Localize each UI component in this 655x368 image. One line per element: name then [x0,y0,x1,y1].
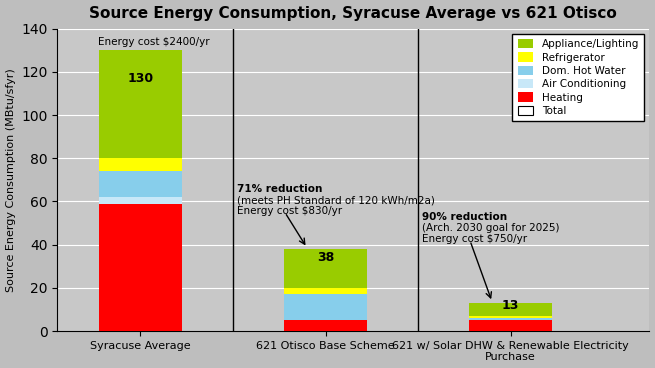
Bar [99,50,182,158]
Bar [469,320,552,331]
Title: Source Energy Consumption, Syracuse Average vs 621 Otisco: Source Energy Consumption, Syracuse Aver… [90,6,617,21]
Bar [469,303,552,316]
Legend: Appliance/Lighting, Refrigerator, Dom. Hot Water, Air Conditioning, Heating, Tot: Appliance/Lighting, Refrigerator, Dom. H… [512,34,645,121]
Text: 71% reduction: 71% reduction [236,184,322,194]
Bar [469,318,552,320]
Text: Energy cost $830/yr: Energy cost $830/yr [236,206,342,216]
Text: Energy cost $750/yr: Energy cost $750/yr [422,234,527,244]
Bar [99,204,182,331]
Bar [284,294,367,320]
Text: (meets PH Standard of 120 kWh/m2a): (meets PH Standard of 120 kWh/m2a) [236,195,435,205]
Text: Energy cost $2400/yr: Energy cost $2400/yr [98,37,210,47]
Bar [99,171,182,197]
Text: (Arch. 2030 goal for 2025): (Arch. 2030 goal for 2025) [422,223,559,233]
Bar [99,158,182,171]
Bar [469,316,552,318]
Text: 13: 13 [502,299,519,312]
Bar [284,320,367,331]
Bar [284,288,367,294]
Bar [99,197,182,204]
Text: 38: 38 [317,251,334,264]
Bar [284,249,367,288]
Text: 90% reduction: 90% reduction [422,212,507,222]
Text: 130: 130 [128,72,153,85]
Y-axis label: Source Energy Consumption (MBtu/sfyr): Source Energy Consumption (MBtu/sfyr) [5,68,16,292]
